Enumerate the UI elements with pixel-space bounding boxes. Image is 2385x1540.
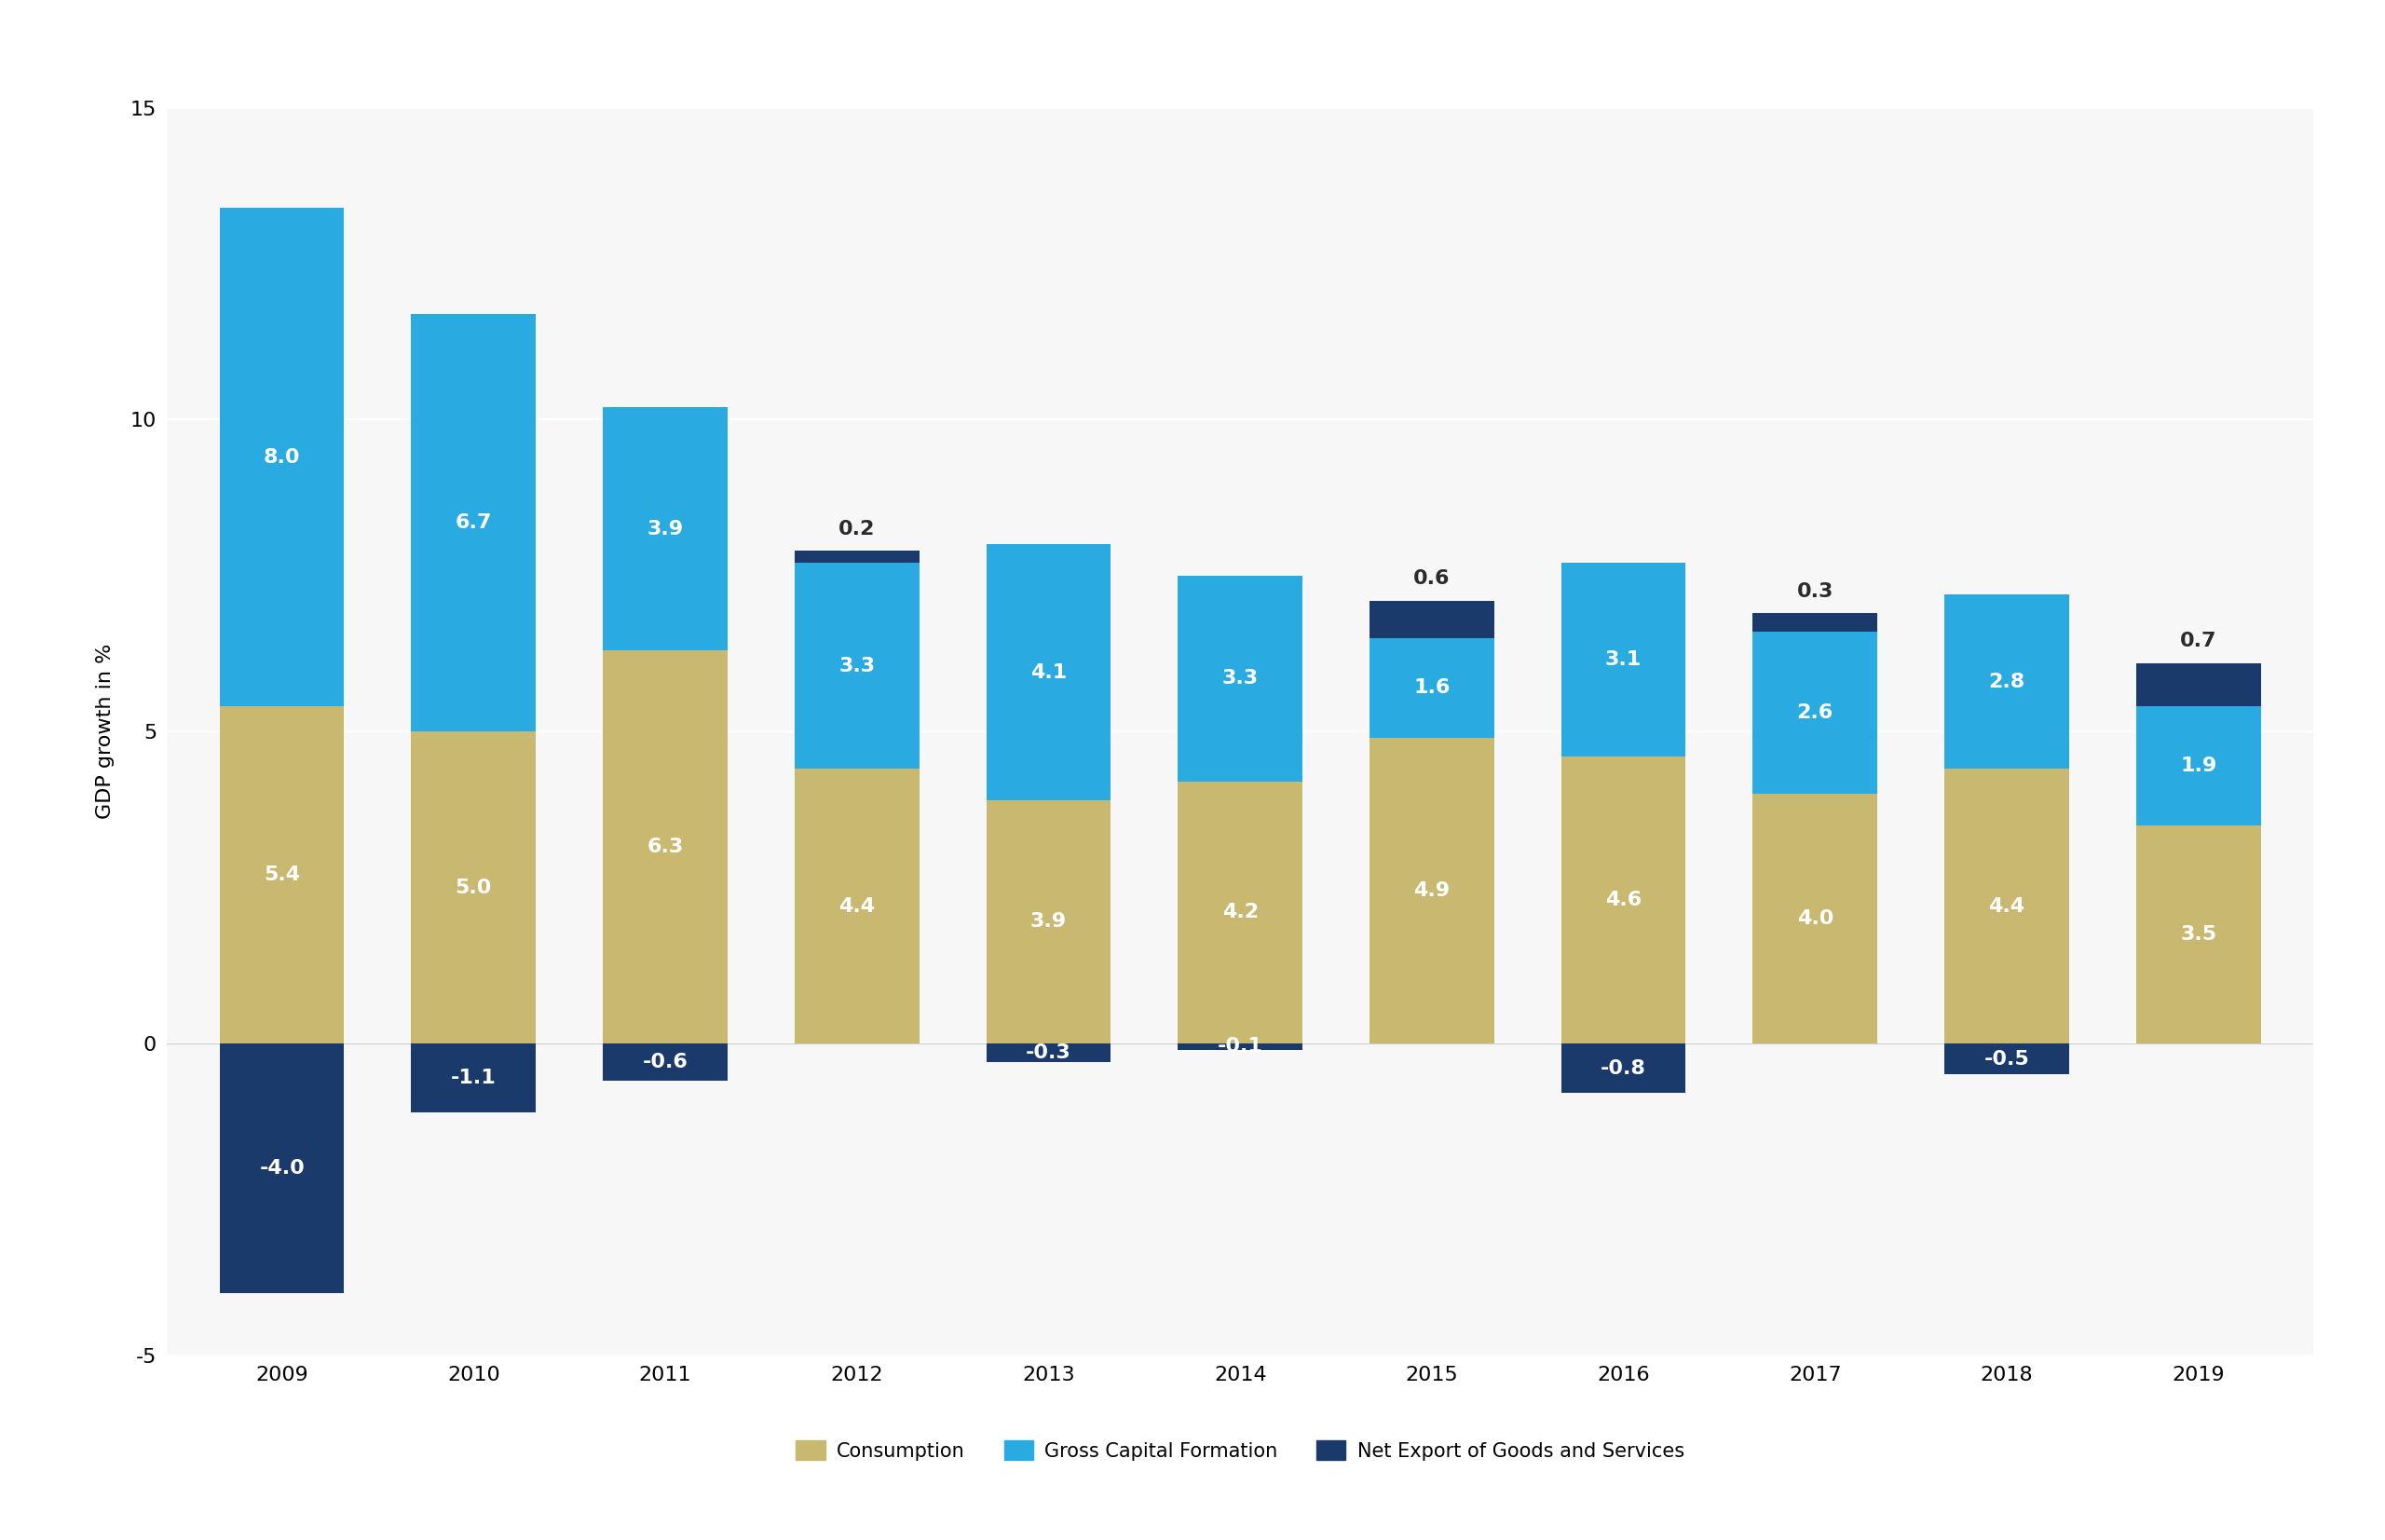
Y-axis label: GDP growth in %: GDP growth in % bbox=[95, 644, 114, 819]
Bar bbox=[410, 732, 537, 1044]
Bar bbox=[410, 314, 537, 732]
Text: 5.4: 5.4 bbox=[265, 865, 301, 884]
Text: 8.0: 8.0 bbox=[262, 448, 301, 467]
Bar bbox=[987, 544, 1111, 801]
Bar bbox=[1562, 564, 1686, 756]
Text: 3.3: 3.3 bbox=[840, 656, 875, 676]
Bar bbox=[1944, 594, 2070, 768]
Bar bbox=[794, 551, 918, 564]
Bar bbox=[410, 1044, 537, 1112]
Bar bbox=[1178, 1044, 1302, 1050]
Text: 6.3: 6.3 bbox=[646, 838, 684, 856]
Text: 6.7: 6.7 bbox=[456, 513, 491, 531]
Bar bbox=[987, 1044, 1111, 1063]
Bar bbox=[1178, 576, 1302, 781]
Text: 2.6: 2.6 bbox=[1796, 704, 1834, 722]
Bar bbox=[987, 801, 1111, 1044]
Bar bbox=[1562, 756, 1686, 1044]
Text: 4.2: 4.2 bbox=[1221, 902, 1259, 921]
Text: 4.6: 4.6 bbox=[1605, 890, 1641, 909]
Text: 4.0: 4.0 bbox=[1796, 909, 1834, 929]
Bar bbox=[1944, 768, 2070, 1044]
Legend: Consumption, Gross Capital Formation, Net Export of Goods and Services: Consumption, Gross Capital Formation, Ne… bbox=[787, 1431, 1693, 1471]
Text: 3.9: 3.9 bbox=[1030, 912, 1066, 932]
Bar bbox=[1178, 781, 1302, 1044]
Bar bbox=[1753, 613, 1877, 631]
Text: -0.8: -0.8 bbox=[1600, 1060, 1646, 1078]
Text: -0.6: -0.6 bbox=[642, 1053, 687, 1072]
Text: 1.6: 1.6 bbox=[1414, 679, 1450, 698]
Text: 1.9: 1.9 bbox=[2180, 756, 2216, 775]
Bar bbox=[1753, 631, 1877, 793]
Bar bbox=[794, 564, 918, 768]
Text: -0.1: -0.1 bbox=[1216, 1036, 1264, 1056]
Text: 3.5: 3.5 bbox=[2180, 926, 2216, 944]
Text: -1.1: -1.1 bbox=[451, 1069, 496, 1087]
Text: 0.2: 0.2 bbox=[840, 519, 875, 537]
Bar bbox=[603, 407, 727, 650]
Bar bbox=[2137, 707, 2261, 825]
Bar bbox=[603, 650, 727, 1044]
Text: 3.3: 3.3 bbox=[1221, 670, 1259, 688]
Text: 5.0: 5.0 bbox=[456, 878, 491, 896]
Text: 2.8: 2.8 bbox=[1989, 673, 2025, 691]
Bar bbox=[603, 1044, 727, 1081]
Bar bbox=[219, 208, 343, 707]
Bar bbox=[219, 1044, 343, 1292]
Text: 0.6: 0.6 bbox=[1414, 570, 1450, 588]
Bar bbox=[219, 707, 343, 1044]
Text: 4.4: 4.4 bbox=[840, 896, 875, 915]
Bar bbox=[1753, 793, 1877, 1044]
Bar bbox=[1562, 1044, 1686, 1093]
Bar bbox=[1369, 738, 1493, 1044]
Bar bbox=[1944, 1044, 2070, 1075]
Text: 4.9: 4.9 bbox=[1414, 881, 1450, 899]
Text: 4.1: 4.1 bbox=[1030, 662, 1066, 682]
Bar bbox=[1369, 638, 1493, 738]
Bar bbox=[1369, 601, 1493, 638]
Text: -0.5: -0.5 bbox=[1984, 1050, 2030, 1069]
Bar bbox=[794, 768, 918, 1044]
Text: 0.7: 0.7 bbox=[2180, 631, 2218, 650]
Text: -0.3: -0.3 bbox=[1026, 1044, 1071, 1063]
Text: 3.1: 3.1 bbox=[1605, 650, 1641, 668]
Text: 4.4: 4.4 bbox=[1989, 896, 2025, 915]
Text: -4.0: -4.0 bbox=[260, 1158, 305, 1178]
Bar bbox=[2137, 662, 2261, 707]
Text: 3.9: 3.9 bbox=[646, 519, 684, 537]
Bar bbox=[2137, 825, 2261, 1044]
Text: 0.3: 0.3 bbox=[1796, 582, 1834, 601]
